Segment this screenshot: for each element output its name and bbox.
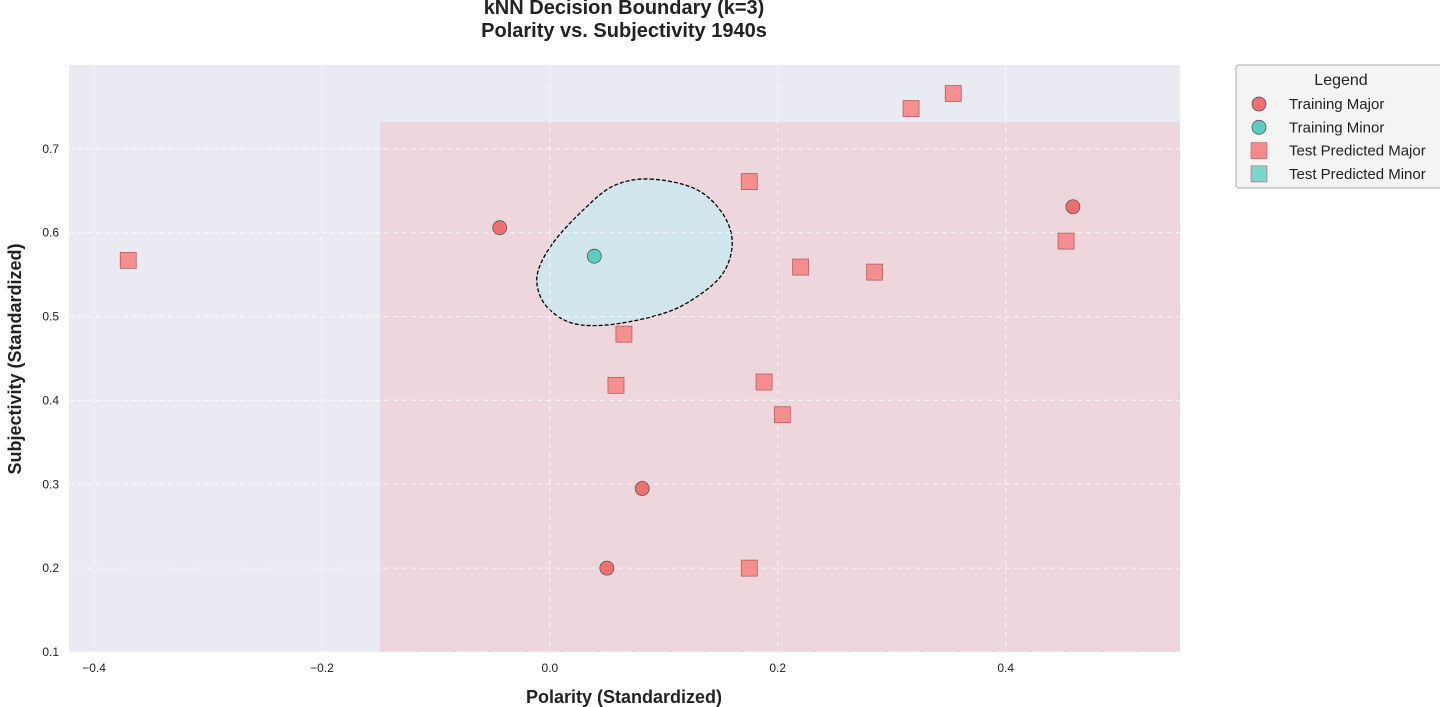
region-major: [380, 122, 1181, 653]
y-axis-label: Subjectivity (Standardized): [5, 243, 25, 474]
test-predicted-major-point: [773, 406, 791, 424]
y-tick-label: 0.5: [42, 310, 59, 324]
x-axis-ticks: −0.4 −0.2 0.0 0.2 0.4: [82, 661, 1014, 675]
legend-items: Training Major Training Minor Test Predict…: [1250, 96, 1426, 183]
y-tick-label: 0.6: [42, 226, 59, 240]
training-major-point: [1065, 199, 1081, 215]
legend-marker-test-predicted-minor: [1250, 165, 1268, 183]
test-predicted-major-point: [792, 258, 809, 276]
test-predicted-major-point: [607, 376, 625, 394]
x-tick-label: −0.4: [82, 661, 106, 675]
x-tick-label: 0.4: [997, 661, 1014, 675]
legend-label: Training Major: [1289, 96, 1384, 113]
x-tick-label: 0.2: [769, 661, 786, 675]
y-tick-label: 0.4: [42, 393, 59, 407]
x-tick-label: −0.2: [310, 661, 334, 675]
training-minor-point: [586, 248, 602, 264]
y-tick-label: 0.7: [42, 142, 59, 156]
y-tick-label: 0.3: [42, 477, 59, 491]
test-predicted-major-point: [866, 263, 884, 281]
test-predicted-major-point: [755, 373, 773, 391]
test-predicted-major-point: [119, 251, 137, 269]
legend-label: Test Predicted Major: [1289, 143, 1426, 160]
legend-marker-training-minor: [1251, 119, 1267, 135]
legend-label: Test Predicted Minor: [1289, 166, 1426, 183]
training-major-point: [599, 560, 615, 576]
legend-marker-training-major: [1251, 96, 1267, 112]
test-predicted-major-point: [944, 85, 962, 102]
test-predicted-major-point: [1057, 232, 1075, 250]
legend-box: [1235, 64, 1440, 189]
plot-area: [69, 65, 1181, 653]
legend-marker-test-predicted-major: [1250, 142, 1268, 159]
test-predicted-major-point: [740, 173, 758, 190]
y-axis-ticks: 0.1 0.2 0.3 0.4 0.5 0.6 0.7: [42, 142, 59, 659]
y-tick-label: 0.2: [42, 561, 59, 575]
legend-title: Legend: [1314, 72, 1367, 89]
chart-title: kNN Decision Boundary (k=3): [484, 0, 765, 19]
test-predicted-major-point: [615, 325, 633, 343]
data-points: [119, 85, 1081, 577]
test-predicted-major-point: [902, 100, 920, 118]
region-minor-boundary: [536, 178, 733, 327]
y-tick-label: 0.1: [42, 645, 59, 659]
training-major-point: [634, 481, 650, 496]
x-axis-label: Polarity (Standardized): [526, 687, 722, 707]
chart-subtitle: Polarity vs. Subjectivity 1940s: [481, 20, 767, 42]
test-predicted-major-point: [740, 559, 758, 577]
grid-lines: [69, 65, 1180, 653]
legend-label: Training Minor: [1289, 119, 1384, 136]
training-major-point: [492, 220, 508, 236]
x-tick-label: 0.0: [542, 661, 559, 675]
legend: Legend Training Major Training Minor Test …: [1235, 64, 1440, 189]
